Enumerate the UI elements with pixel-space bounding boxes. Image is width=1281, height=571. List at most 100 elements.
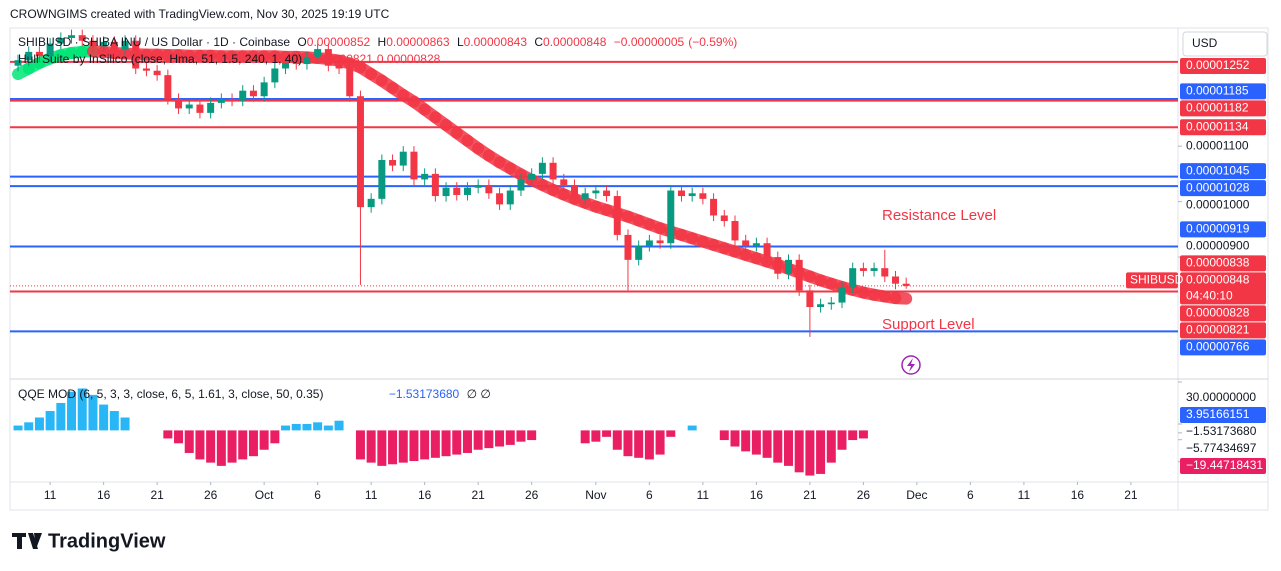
price-label: 0.00000848 (1186, 273, 1250, 287)
candle-body (282, 62, 290, 69)
watermark: CROWNGIMS created with TradingView.com, … (10, 7, 393, 21)
ohlc-value: 0.00000843 (463, 35, 528, 49)
candle-body (399, 151, 407, 166)
qqe-bar (505, 430, 515, 445)
candle-body (356, 96, 364, 208)
change-pct: (−0.59%) (688, 35, 738, 49)
qqe-bar (837, 430, 847, 450)
price-label: 0.00001185 (1186, 84, 1249, 98)
candle-body (68, 35, 76, 38)
candle-body (656, 240, 664, 244)
frame (9, 27, 1269, 511)
candle-body (817, 304, 825, 308)
candle-body (410, 151, 418, 180)
candle-body (570, 184, 578, 199)
x-tick-label: 6 (967, 488, 974, 502)
price-label: 0.00001252 (1186, 58, 1250, 72)
qqe-bar (420, 430, 430, 460)
candle-body (442, 187, 450, 197)
candle-body (314, 49, 322, 58)
price-label-bg (1180, 100, 1266, 117)
ohlc-key: H (377, 35, 387, 49)
candle-body (389, 160, 397, 166)
event-icon-bolt (907, 358, 915, 372)
price-label-bg (1180, 322, 1266, 339)
hull-band (889, 292, 913, 305)
candle-body (463, 187, 471, 195)
ohlc-key: O (297, 35, 307, 49)
qqe-bar (730, 430, 740, 447)
candle-body (902, 283, 910, 286)
qqe-bar (216, 430, 226, 466)
price-label: 0.00000838 (1186, 256, 1250, 270)
qqe-value: −1.53173680 (388, 387, 460, 401)
ticker-tag-bg (1126, 272, 1178, 289)
qqe-bar (34, 417, 44, 431)
qqe-bar (302, 423, 312, 431)
candle-body (474, 184, 482, 188)
candle-body (581, 193, 589, 199)
price-label: 0.00001182 (1186, 101, 1249, 115)
candle-body (35, 51, 43, 57)
candle-body (635, 245, 643, 260)
candle-body (496, 193, 504, 205)
currency-box[interactable] (1182, 31, 1268, 57)
qqe-bar (248, 430, 258, 457)
price-label-bg (1180, 339, 1266, 356)
ohlc-value: 0.00000852 (306, 35, 371, 49)
qqe-bar (120, 417, 130, 431)
candle-body (891, 276, 899, 284)
x-tick-label: Nov (585, 488, 606, 502)
qqe-bar (794, 430, 804, 473)
qqe-bar (238, 430, 248, 460)
price-label-bg (1180, 221, 1266, 238)
qqe-label-bg (1180, 407, 1266, 423)
qqe-bar (452, 430, 462, 455)
price-label-bg (1180, 58, 1266, 74)
x-tick-label: 11 (44, 488, 57, 502)
ticker-tag: SHIBUSD (1130, 273, 1184, 287)
annotation: Support Level (882, 316, 975, 333)
qqe-bar (227, 430, 237, 463)
qqe-bar (291, 423, 301, 431)
qqe-bar (174, 430, 184, 444)
x-tick-label: 11 (365, 488, 378, 502)
candle-body (153, 70, 161, 76)
x-tick-label: 6 (314, 488, 321, 502)
price-label: 0.00001000 (1186, 197, 1250, 211)
qqe-bar (441, 430, 451, 457)
candle-body (100, 41, 108, 47)
qqe-bar (430, 430, 440, 458)
x-tick-label: 26 (857, 488, 871, 502)
qqe-bar (206, 430, 216, 463)
candle-body (763, 243, 771, 258)
candle-body (292, 62, 300, 65)
candle-body (121, 40, 129, 50)
x-tick-label: Oct (255, 488, 274, 502)
x-tick-label: 21 (803, 488, 817, 502)
watermark-text: CROWNGIMS created with TradingView.com, … (10, 7, 390, 21)
candle-body (485, 184, 493, 194)
qqe-bar (281, 425, 291, 431)
price-label-bg (1180, 272, 1266, 305)
price-label: 0.00000900 (1186, 239, 1250, 253)
candle-body (592, 190, 600, 194)
price-label-bg (1180, 83, 1266, 100)
qqe-bar (783, 430, 793, 466)
price-label: 0.00001100 (1186, 138, 1249, 152)
candle-body (720, 215, 728, 222)
qqe-bar (516, 430, 526, 442)
x-tick-label: 21 (150, 488, 164, 502)
price-label: 0.00001134 (1186, 119, 1249, 133)
x-tick-label: 11 (1018, 488, 1031, 502)
qqe-bar (195, 430, 205, 460)
ohlc-key: L (456, 35, 464, 49)
price-label: 0.00001028 (1186, 180, 1250, 194)
price-label-bg (1180, 119, 1266, 136)
qqe-bar (602, 430, 612, 437)
candle-body (849, 268, 857, 288)
candle-body (560, 179, 568, 185)
qqe-bar (751, 430, 761, 455)
x-tick-label: Dec (906, 488, 927, 502)
